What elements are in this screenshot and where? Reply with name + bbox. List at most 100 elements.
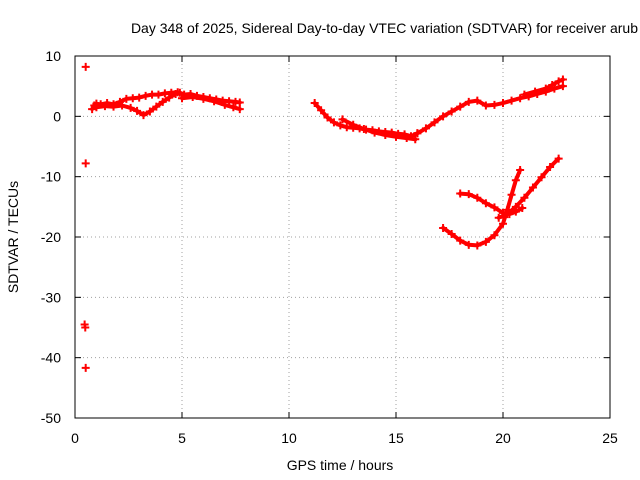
data-point [235,105,244,114]
data-point [456,102,465,111]
data-point [494,213,503,222]
data-point [152,102,161,111]
data-point [139,111,148,120]
x-tick-label: 0 [71,430,79,446]
data-point [402,134,411,143]
data-point [507,96,516,105]
data-point [456,236,465,245]
data-point [178,94,186,103]
data-point [317,106,326,115]
grid [75,56,610,418]
data-point [158,97,167,106]
data-point [141,91,150,100]
data-point [154,90,163,99]
x-tick-label: 5 [178,430,186,446]
data-point [546,163,555,172]
data-point [531,87,540,96]
data-point [421,124,430,133]
data-point [558,75,567,84]
data-point [541,84,550,93]
data-point [439,112,448,121]
data-point [447,229,456,238]
data-point [554,77,563,86]
data-point [554,154,563,163]
data-point [336,121,345,130]
data-point [464,97,473,106]
tick-labels: 0 5 10 15 20 25 10 0 -10 -20 -30 -40 -50 [41,48,618,446]
series-trace-arc-20-23h-rising [496,156,561,220]
data-point [413,129,422,138]
data-point [503,210,512,219]
x-tick-label: 15 [388,430,404,446]
data-point [323,113,332,122]
x-axis-title: GPS time / hours [287,457,394,473]
data-point [490,100,499,109]
ticks [74,55,611,419]
data-point [490,231,499,240]
data-point [511,176,520,185]
data-point [109,102,118,111]
data-point [229,103,238,112]
data-point [171,90,180,99]
data-point [392,132,400,141]
data-point [473,241,482,250]
data-point [516,166,525,175]
data-point [329,118,338,127]
data-point [359,125,368,134]
data-point [481,199,490,208]
x-tick-label: 25 [602,430,618,446]
data-point [175,88,184,97]
data-point [349,120,358,129]
data-point [464,240,473,249]
data-point [511,202,520,211]
data-point [81,363,90,372]
data-point [520,90,529,99]
x-tick-label: 20 [495,430,511,446]
data-point [518,204,527,213]
data-point [100,102,109,111]
data-point [439,223,448,232]
data-marks [80,62,567,372]
y-tick-label: -20 [41,229,61,245]
data-point [145,107,154,116]
data-point [456,189,465,198]
data-point [81,62,90,71]
y-axis-title: SDTVAR / TECUs [5,181,21,293]
data-point [528,183,537,192]
data-point [481,237,490,246]
data-point [210,97,219,106]
data-point [310,99,319,108]
data-point [548,80,557,89]
chart-title: Day 348 of 2025, Sidereal Day-to-day VTE… [131,20,638,36]
data-point [516,94,525,103]
x-tick-label: 10 [281,430,297,446]
data-point [520,193,529,202]
data-point [165,93,174,102]
data-point [220,100,229,109]
data-point [381,131,390,140]
y-tick-label: 0 [53,108,61,124]
data-point [430,118,439,127]
data-point [473,96,482,105]
data-point [370,128,379,137]
y-tick-label: -40 [41,350,61,366]
data-point [507,190,516,199]
data-point [92,103,101,112]
data-point [338,115,347,124]
data-point [481,101,490,110]
y-tick-label: 10 [45,48,61,64]
data-point [499,99,507,108]
data-point [490,203,499,212]
data-point [126,103,135,112]
data-point [537,173,546,182]
data-point [81,159,90,168]
data-point [473,193,482,202]
data-point [133,106,142,115]
data-point [411,135,420,144]
y-tick-label: -50 [41,410,61,426]
y-tick-label: -30 [41,289,61,305]
data-point [464,190,473,199]
data-point [447,107,456,116]
data-point [199,94,208,103]
